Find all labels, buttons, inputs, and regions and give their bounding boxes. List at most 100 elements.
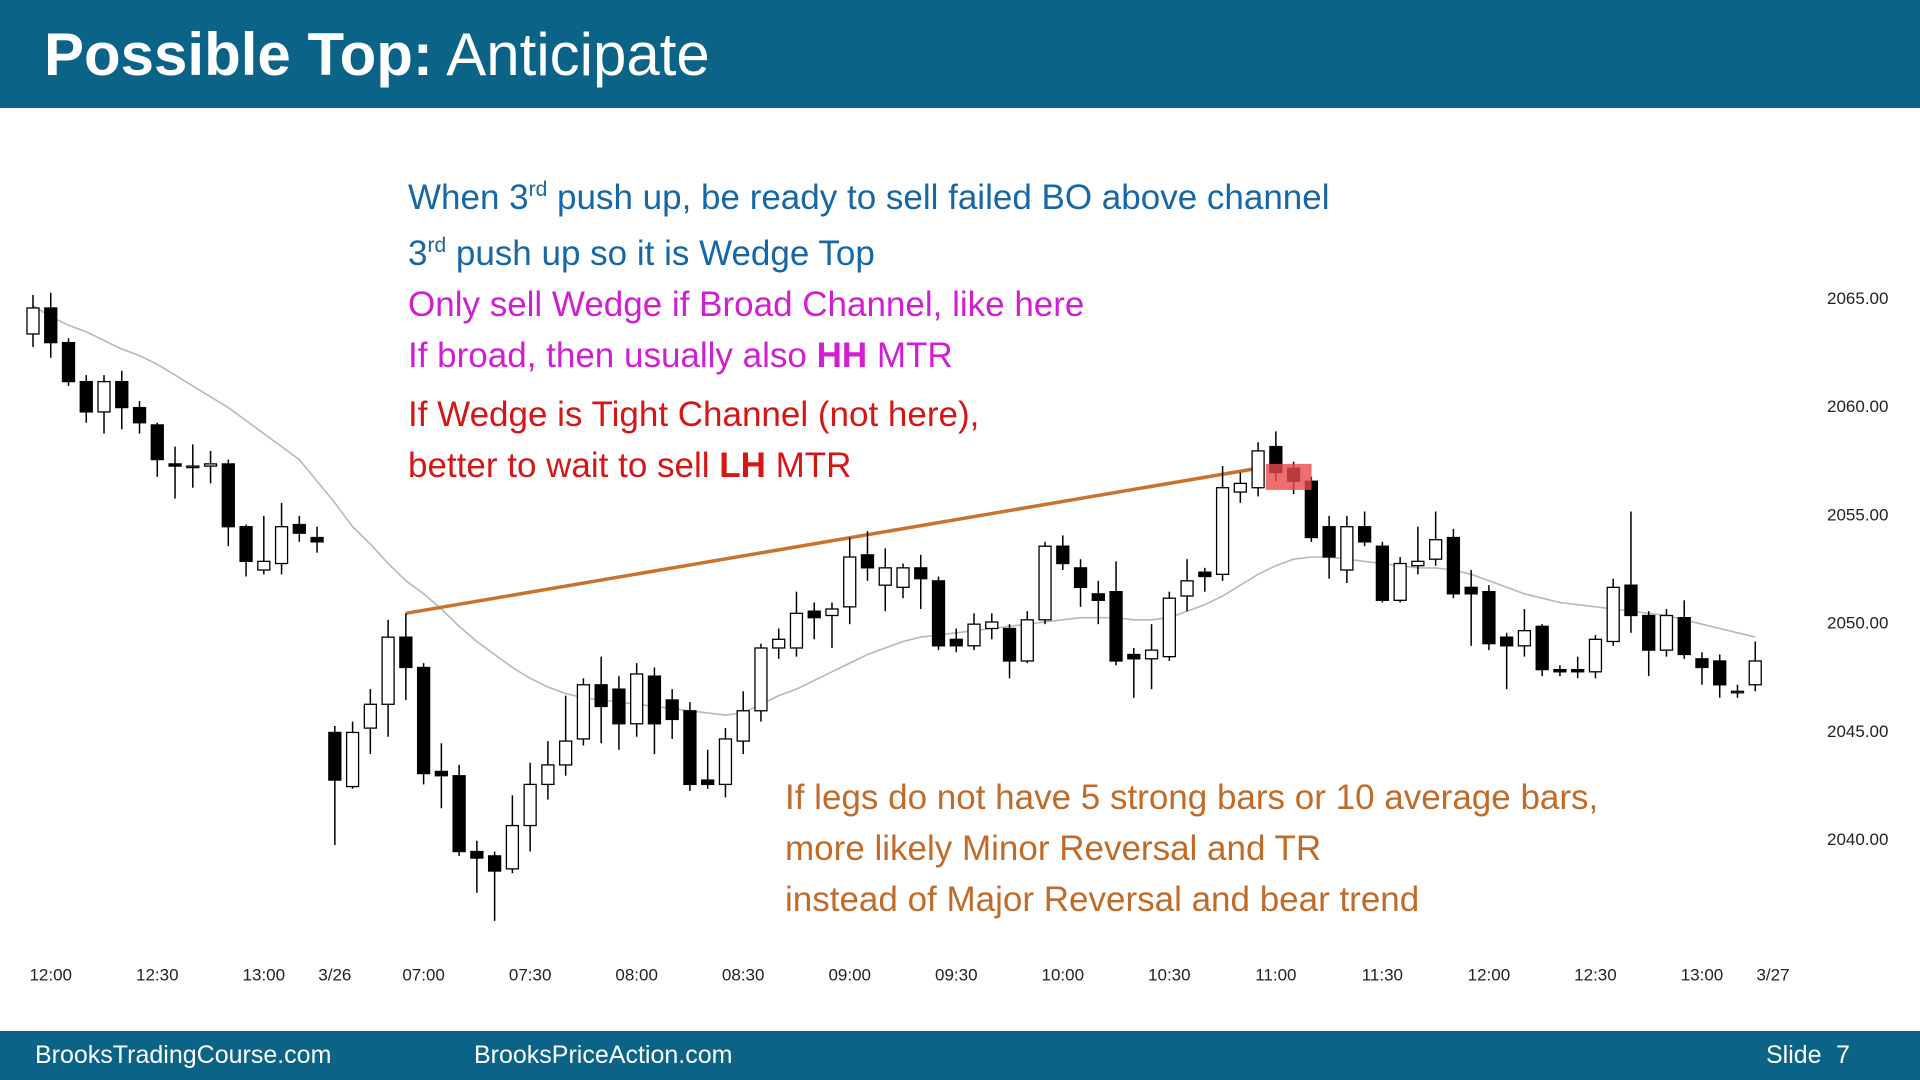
candle-body xyxy=(310,536,324,543)
candle-body xyxy=(1730,690,1745,694)
candle-body xyxy=(949,638,963,647)
candle-body xyxy=(843,556,857,608)
annotation-text: MTR xyxy=(765,446,852,485)
candle-body xyxy=(931,580,946,647)
y-tick-label: 2040.00 xyxy=(1827,830,1888,849)
slide-title: Possible Top: Anticipate xyxy=(44,20,710,89)
x-tick-label: 3/27 xyxy=(1756,965,1789,984)
annotation-text: LH xyxy=(719,446,766,485)
annotation-text: push up, be ready to sell failed BO abov… xyxy=(547,178,1330,217)
candle-body xyxy=(1073,567,1088,588)
candle-body xyxy=(914,567,928,580)
annotation-line: better to wait to sell LH MTR xyxy=(408,440,979,491)
candle-body xyxy=(701,779,715,786)
candle-body xyxy=(1322,526,1336,558)
trendline xyxy=(405,466,1259,616)
annotation-text: 3 xyxy=(408,234,428,273)
candle-body xyxy=(363,703,377,729)
candle-body xyxy=(985,621,999,630)
candle-body xyxy=(203,463,218,467)
x-tick-label: 12:00 xyxy=(29,965,72,984)
candle-body xyxy=(505,824,520,870)
x-tick-label: 12:30 xyxy=(136,965,179,984)
x-tick-label: 11:30 xyxy=(1362,965,1403,984)
annotation-text: If Wedge is Tight Channel (not here), xyxy=(408,395,980,434)
candle-body xyxy=(452,775,466,853)
candle-body xyxy=(1375,545,1390,601)
candle-body xyxy=(345,731,360,788)
candle-body xyxy=(381,636,395,705)
candle-body xyxy=(186,465,200,469)
candle-body xyxy=(630,673,644,725)
candle-body xyxy=(1233,482,1247,493)
candle-body xyxy=(789,612,804,649)
annotation-text: If legs do not have 5 strong bars or 10 … xyxy=(785,778,1599,817)
candle-body xyxy=(1002,627,1017,662)
x-tick-label: 09:00 xyxy=(828,965,871,984)
candle-body xyxy=(772,638,786,649)
annotation-line: If legs do not have 5 strong bars or 10 … xyxy=(785,772,1598,823)
annotation-line: If broad, then usually also HH MTR xyxy=(408,330,1084,381)
candle-body xyxy=(576,684,591,740)
x-tick-label: 08:00 xyxy=(615,965,658,984)
candle-body xyxy=(1446,536,1461,595)
annotation-text: MTR xyxy=(867,336,953,375)
candle-body xyxy=(61,341,76,383)
candle-body xyxy=(825,608,839,617)
annotation-text: When 3 xyxy=(408,178,529,217)
candle-body xyxy=(1251,450,1265,489)
candle-body xyxy=(239,526,253,563)
annotation-line: instead of Major Reversal and bear trend xyxy=(785,874,1598,925)
annotation-text: more likely Minor Reversal and TR xyxy=(785,829,1322,868)
candle-body xyxy=(1606,586,1620,643)
candle-body xyxy=(1393,562,1407,601)
annotation-line: If Wedge is Tight Channel (not here), xyxy=(408,389,979,440)
candle-body xyxy=(1428,539,1443,560)
candle-body xyxy=(168,463,182,467)
candle-body xyxy=(967,623,981,647)
candle-body xyxy=(736,710,750,742)
y-tick-label: 2045.00 xyxy=(1827,722,1888,741)
annotation-line: When 3rd push up, be ready to sell faile… xyxy=(408,172,1330,228)
candle-body xyxy=(1553,668,1567,673)
candle-body xyxy=(559,740,573,766)
candle-body xyxy=(683,710,697,786)
candle-body xyxy=(1198,571,1212,578)
candle-body xyxy=(1127,653,1141,660)
candle-body xyxy=(896,567,910,588)
candle-body xyxy=(274,526,289,565)
candle-body xyxy=(807,610,821,619)
slide-number: 7 xyxy=(1836,1041,1850,1069)
y-tick-label: 2060.00 xyxy=(1827,397,1888,416)
candle-body xyxy=(1571,668,1585,673)
y-tick-label: 2065.00 xyxy=(1827,289,1888,308)
y-tick-label: 2055.00 xyxy=(1827,505,1888,524)
candle-body xyxy=(718,738,733,786)
candle-body xyxy=(754,647,768,712)
candle-body xyxy=(647,675,662,725)
candle-body xyxy=(1677,617,1691,656)
candle-body xyxy=(594,684,608,708)
candle-body xyxy=(860,554,875,569)
footer-left: BrooksTradingCourse.com xyxy=(35,1041,332,1069)
annotation: When 3 rd push up, be ready to sell faile… xyxy=(408,172,1330,284)
annotation-line: Only sell Wedge if Broad Channel, like h… xyxy=(408,279,1084,330)
candle-body xyxy=(1659,614,1674,651)
candle-body xyxy=(416,666,431,775)
candle-body xyxy=(1340,526,1354,571)
highlight-box xyxy=(1265,463,1312,490)
x-tick-label: 07:00 xyxy=(402,965,445,984)
candle-body xyxy=(878,567,892,586)
candle-body xyxy=(1038,545,1052,621)
footer-middle: BrooksPriceAction.com xyxy=(474,1041,733,1069)
candle-body xyxy=(1162,597,1176,658)
candle-body xyxy=(328,731,342,781)
x-tick-label: 11:00 xyxy=(1255,965,1296,984)
annotation-line: more likely Minor Reversal and TR xyxy=(785,823,1598,874)
candle-body xyxy=(1500,636,1514,647)
annotation-text: rd xyxy=(427,234,447,258)
candle-body xyxy=(1713,660,1727,686)
candle-body xyxy=(1180,580,1194,597)
